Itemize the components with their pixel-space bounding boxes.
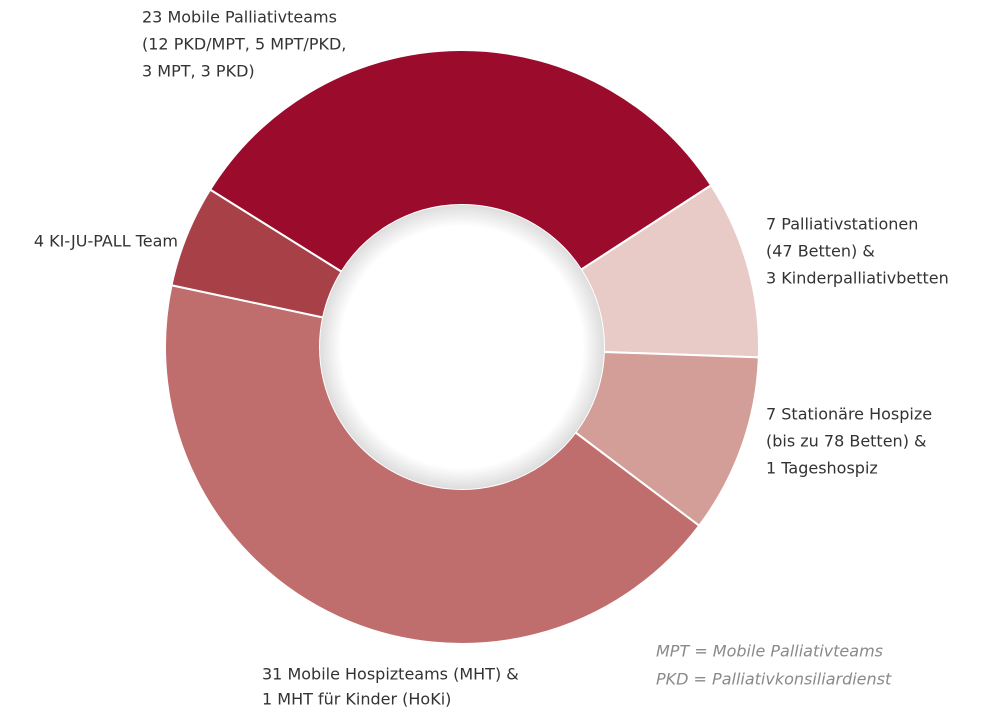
slice-label: 31 Mobile Hospizteams (MHT) & — [262, 665, 519, 684]
slice-label: 3 Kinderpalliativbetten — [766, 269, 949, 288]
note: PKD = Palliativkonsiliardienst — [656, 670, 892, 689]
slice-label: (12 PKD/MPT, 5 MPT/PKD, — [142, 35, 346, 54]
slice-label: (bis zu 78 Betten) & — [766, 432, 927, 451]
slice-label: 3 MPT, 3 PKD) — [142, 62, 255, 81]
slice-label: 1 MHT für Kinder (HoKi) — [262, 690, 451, 708]
slice-label: 7 Palliativstationen — [766, 215, 918, 234]
slice-label: (47 Betten) & — [766, 242, 875, 261]
slice-label: 4 KI-JU-PALL Team — [34, 232, 178, 251]
note: MPT = Mobile Palliativteams — [656, 642, 883, 661]
slice-label: 7 Stationäre Hospize — [766, 405, 932, 424]
slice-label: 23 Mobile Palliativteams — [142, 8, 337, 27]
slice-label: 1 Tageshospiz — [766, 459, 878, 478]
donut-hole — [320, 205, 604, 489]
